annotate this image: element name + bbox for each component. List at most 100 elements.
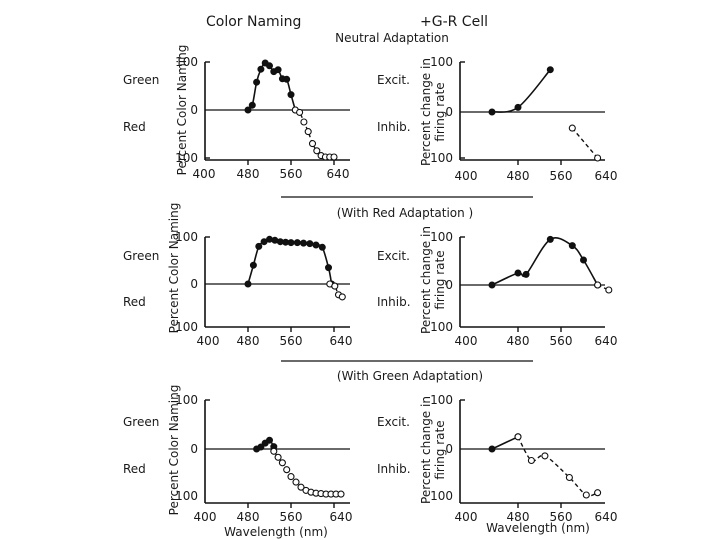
x-tick-label: 480 [237,510,260,524]
y-tick-label: 100 [430,489,453,503]
label-red: Red [123,295,146,309]
open-data-point [527,456,535,465]
x-tick-label: 400 [455,510,478,524]
xlabel-wavelength: Wavelength (nm) [224,525,328,539]
label-inhib: Inhib. [377,295,411,309]
inhibition-series-line [294,109,334,158]
y-tick-label: 100 [175,230,198,244]
x-tick-label: 640 [595,169,618,183]
x-tick-label: 560 [280,334,303,348]
excitation-series-line [491,436,519,450]
excitation-series-line [491,69,551,113]
label-excit: Excit. [377,249,410,263]
filled-data-point [568,242,576,250]
y-tick-label: 100 [175,55,198,69]
row-title-neutral: Neutral Adaptation [335,31,449,45]
y-tick-label: 100 [430,393,453,407]
xlabel-wavelength: Wavelength (nm) [486,521,590,535]
y-tick-label: 100 [430,320,453,334]
axes-cn-neutral: 100 0 100 400 480 560 640 [175,55,350,181]
y-tick-label: 100 [175,320,198,334]
ylabel-firing-line1: Percent change in [419,58,433,166]
label-excit: Excit. [377,415,410,429]
inhibition-series-line [571,127,599,159]
filled-data-point [293,239,301,247]
open-data-point [565,473,573,482]
x-tick-label: 640 [327,167,350,181]
open-data-point [283,466,291,474]
x-tick-label: 640 [330,334,353,348]
filled-data-point [546,66,554,74]
x-tick-label: 400 [194,510,217,524]
ylabel-color-naming: Percent Color Naming [175,45,189,176]
open-data-point [278,459,286,467]
label-red: Red [123,120,146,134]
filled-data-point [325,264,332,272]
y-tick-label: 0 [190,277,198,291]
open-data-point [568,124,576,132]
ylabel-color-naming: Percent Color Naming [167,385,181,516]
x-tick-label: 480 [507,334,530,348]
y-tick-label: 0 [445,278,453,292]
label-inhib: Inhib. [377,462,411,476]
plot-cn-green [253,436,345,498]
open-data-point [594,281,602,289]
filled-data-point [287,239,295,247]
filled-data-point [253,78,261,86]
y-tick-label: 0 [190,103,198,117]
filled-data-point [257,443,265,451]
row-green-adaptation: Green Red Excit. Inhib. Percent Color Na… [123,385,617,539]
x-tick-label: 480 [237,334,260,348]
filled-data-point [318,243,326,251]
x-tick-label: 480 [237,167,260,181]
open-data-point [582,491,590,499]
ylabel-firing-line2: firing rate [433,250,447,309]
open-data-point [274,453,282,461]
open-data-point [331,282,339,290]
filled-data-point [274,66,282,74]
axes-cn-green: 100 0 100 400 480 560 640 Wavelength (nm… [175,393,352,539]
x-tick-label: 560 [280,510,303,524]
axes-cell-green: 100 0 100 400 480 560 640 Wavelength (nm… [430,393,617,535]
filled-data-point [488,281,496,289]
filled-data-point [287,91,295,99]
y-tick-label: 0 [445,105,453,119]
ylabel-firing-line1: Percent change in [419,396,433,504]
row-neutral: Green Red Excit. Inhib. Percent Color Na… [123,45,617,183]
row-title-red: (With Red Adaptation ) [337,206,473,220]
filled-data-point [257,65,265,73]
x-tick-label: 640 [330,510,353,524]
filled-data-point [248,101,256,109]
open-data-point [330,153,338,161]
header-color-naming: Color Naming [206,14,301,30]
open-data-point [292,478,300,486]
filled-data-point [255,242,263,250]
open-data-point [514,433,522,441]
open-data-point [304,128,312,136]
filled-data-point [249,261,257,269]
open-data-point [605,286,613,294]
filled-data-point [244,280,252,288]
open-data-point [338,293,346,301]
filled-data-point [580,256,587,264]
filled-data-point [514,103,522,111]
y-tick-label: 100 [430,55,453,69]
x-tick-label: 640 [595,334,618,348]
inhibition-series-line [517,436,598,497]
open-data-point [541,452,549,460]
filled-data-point [266,62,273,70]
filled-data-point [300,239,307,247]
filled-data-point [522,270,530,278]
x-tick-label: 560 [550,334,573,348]
plot-cell-green [488,433,602,499]
x-tick-label: 480 [507,169,530,183]
filled-data-point [514,269,522,277]
open-data-point [337,490,345,498]
open-data-point [308,140,317,148]
x-tick-label: 560 [550,510,573,524]
axes-cell-red: 100 0 100 400 480 560 640 [430,230,617,348]
row-red-adaptation: Green Red Excit. Inhib. Percent Color Na… [123,203,617,348]
filled-data-point [488,108,496,116]
open-data-point [270,447,278,455]
